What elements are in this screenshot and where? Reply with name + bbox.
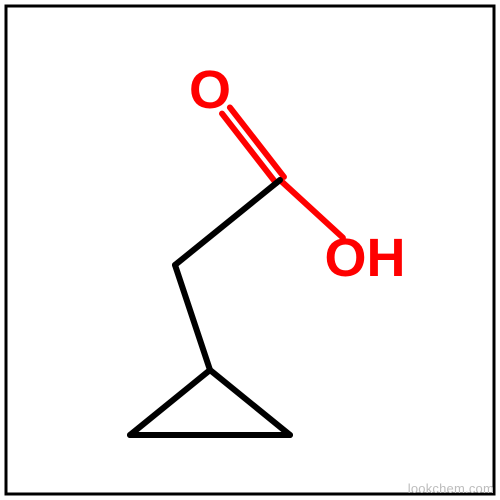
structure-frame: O OH lookchem.com	[0, 0, 500, 500]
atom-label-O1: O	[189, 60, 231, 120]
molecule-svg: O OH	[0, 0, 500, 500]
watermark-text: lookchem.com	[408, 481, 494, 496]
atom-label-O2: OH	[324, 228, 405, 288]
